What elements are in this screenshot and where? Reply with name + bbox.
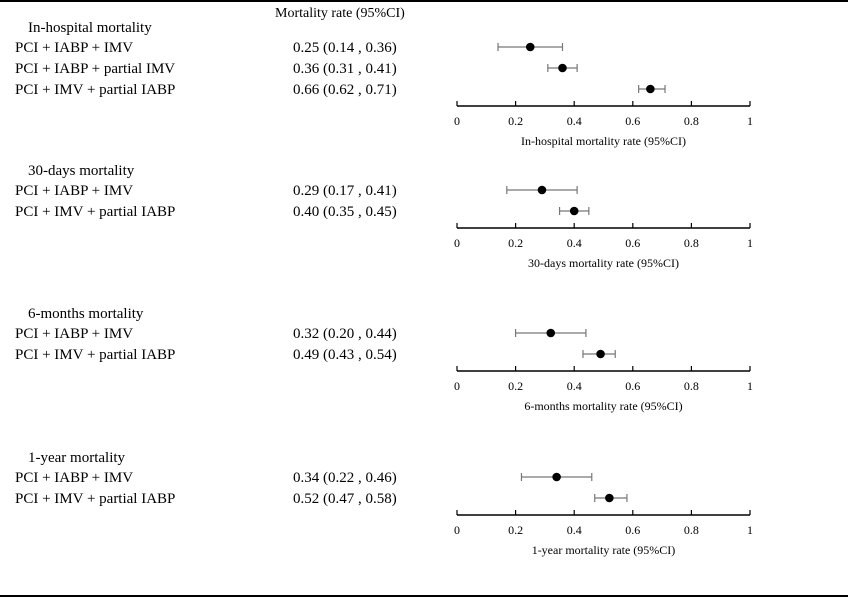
point-estimate [569,206,579,216]
row-label: PCI + IABP + IMV [15,326,133,342]
point-estimate [646,84,655,94]
tick-label: 0.4 [567,379,582,393]
row-label: PCI + IMV + partial IABP [15,491,175,507]
tick-label: 0.8 [684,236,699,250]
table-row: PCI + IABP + IMV 0.32 (0.20 , 0.44) [15,326,587,342]
point-estimate [546,328,556,338]
table-row: PCI + IMV + partial IABP 0.40 (0.35 , 0.4… [15,204,590,220]
group-title: 6-months mortality [28,306,144,322]
table-row: PCI + IABP + partial IMV 0.36 (0.31 , 0.4… [15,61,578,77]
x-axis: 0 0.2 0.4 0.6 0.8 1 1-year mortality rate (95%… [454,510,753,557]
tick-label: 0.2 [508,523,523,537]
tick-label: 0 [454,114,460,128]
group-title: 1-year mortality [28,450,126,466]
estimate-ci-text: 0.32 (0.20 , 0.44) [293,326,397,342]
tick-label: 1 [747,114,753,128]
panel-2: 30-days mortality PCI + IABP + IMV 0.29 (0… [15,163,753,270]
panel-4: 1-year mortality PCI + IABP + IMV 0.34 (0.… [15,450,753,557]
panel-3: 6-months mortality PCI + IABP + IMV 0.32 (… [15,306,753,413]
estimate-ci-text: 0.66 (0.62 , 0.71) [293,82,397,98]
point-estimate [558,63,567,73]
tick-label: 0.2 [508,379,523,393]
estimate-ci-text: 0.25 (0.14 , 0.36) [293,40,397,56]
tick-label: 0.8 [684,523,699,537]
x-axis-label: 6-months mortality rate (95%CI) [524,399,682,413]
tick-label: 0.6 [625,379,640,393]
x-axis: 0 0.2 0.4 0.6 0.8 1 6-months mortality rate (9… [454,366,753,413]
table-row: PCI + IMV + partial IABP 0.52 (0.47 , 0.5… [15,491,628,507]
row-label: PCI + IMV + partial IABP [15,204,175,220]
group-title: In-hospital mortality [28,20,152,36]
table-row: PCI + IABP + IMV 0.34 (0.22 , 0.46) [15,470,593,486]
tick-label: 0 [454,236,460,250]
tick-label: 0.8 [684,114,699,128]
point-estimate [605,493,614,503]
row-label: PCI + IABP + partial IMV [15,61,175,77]
x-axis-label: 1-year mortality rate (95%CI) [532,543,676,557]
x-axis-label: 30-days mortality rate (95%CI) [528,256,679,270]
x-axis: 0 0.2 0.4 0.6 0.8 1 30-days mortality rate (95… [454,223,753,270]
panel-1: In-hospital mortality PCI + IABP + IMV 0.2… [15,20,753,148]
tick-label: 0 [454,379,460,393]
tick-label: 0.6 [625,523,640,537]
tick-label: 0.4 [567,523,582,537]
column-header: Mortality rate (95%CI) [275,6,405,21]
tick-label: 0.2 [508,236,523,250]
point-estimate [525,42,535,52]
point-estimate [537,185,547,195]
tick-label: 1 [747,379,753,393]
estimate-ci-text: 0.40 (0.35 , 0.45) [293,204,397,220]
tick-label: 1 [747,523,753,537]
row-label: PCI + IMV + partial IABP [15,82,175,98]
tick-label: 0.6 [625,236,640,250]
tick-label: 0.4 [567,114,582,128]
estimate-ci-text: 0.29 (0.17 , 0.41) [293,183,397,199]
estimate-ci-text: 0.34 (0.22 , 0.46) [293,470,397,486]
x-axis-label: In-hospital mortality rate (95%CI) [521,134,686,148]
point-estimate [596,349,605,359]
tick-label: 0.4 [567,236,582,250]
x-axis: 0 0.2 0.4 0.6 0.8 1 In-hospital mortality rate… [454,101,753,148]
table-row: PCI + IABP + IMV 0.25 (0.14 , 0.36) [15,40,564,56]
tick-label: 0.6 [625,114,640,128]
forest-panels: In-hospital mortality PCI + IABP + IMV 0.2… [15,20,753,557]
tick-label: 1 [747,236,753,250]
table-row: PCI + IABP + IMV 0.29 (0.17 , 0.41) [15,183,578,199]
table-row: PCI + IMV + partial IABP 0.66 (0.62 , 0.7… [15,82,666,98]
row-label: PCI + IMV + partial IABP [15,347,175,363]
tick-label: 0 [454,523,460,537]
row-label: PCI + IABP + IMV [15,40,133,56]
group-title: 30-days mortality [28,163,135,179]
estimate-ci-text: 0.49 (0.43 , 0.54) [293,347,397,363]
tick-label: 0.8 [684,379,699,393]
table-row: PCI + IMV + partial IABP 0.49 (0.43 , 0.5… [15,347,616,363]
tick-label: 0.2 [508,114,523,128]
row-label: PCI + IABP + IMV [15,183,133,199]
row-label: PCI + IABP + IMV [15,470,133,486]
point-estimate [552,472,561,482]
estimate-ci-text: 0.36 (0.31 , 0.41) [293,61,397,77]
estimate-ci-text: 0.52 (0.47 , 0.58) [293,491,397,507]
